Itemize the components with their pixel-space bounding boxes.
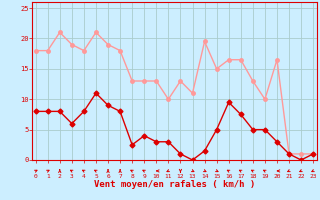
X-axis label: Vent moyen/en rafales ( km/h ): Vent moyen/en rafales ( km/h ) (94, 180, 255, 189)
